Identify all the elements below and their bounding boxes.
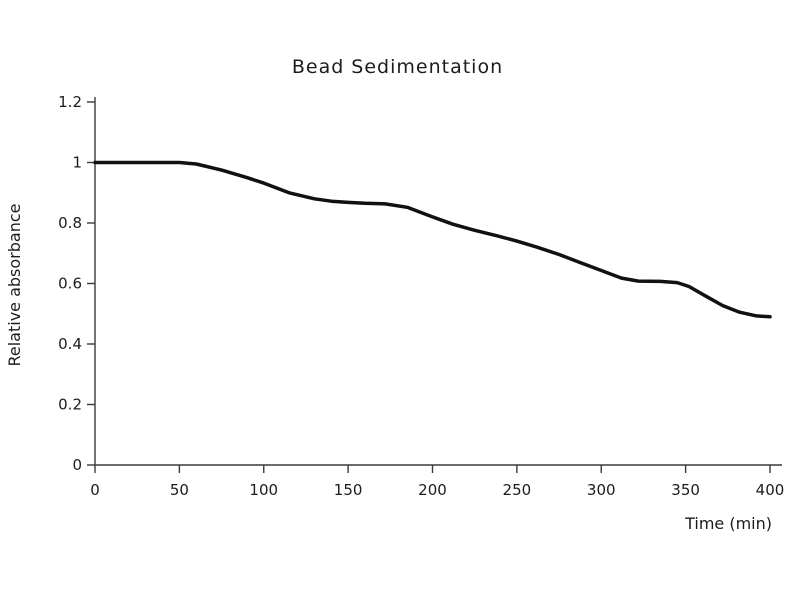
x-tick-label: 200	[418, 481, 447, 499]
x-tick-label: 0	[90, 481, 100, 499]
y-tick-label: 1.2	[58, 93, 82, 111]
chart-title: Bead Sedimentation	[291, 56, 504, 78]
y-tick-label: 1	[72, 154, 82, 172]
x-tick-label: 400	[756, 481, 785, 499]
y-tick-label: 0.2	[58, 396, 82, 414]
x-tick-label: 350	[671, 481, 700, 499]
x-tick-label: 100	[249, 481, 278, 499]
y-tick-label: 0.4	[58, 335, 82, 353]
x-tick-label: 300	[587, 481, 616, 499]
x-tick-label: 250	[503, 481, 532, 499]
y-tick-label: 0.8	[58, 214, 82, 232]
series-line-relative-absorbance	[93, 160, 772, 319]
x-axis-label: Time (min)	[685, 514, 772, 533]
x-tick-label: 150	[334, 481, 363, 499]
y-tick-label: 0	[72, 456, 82, 474]
y-tick-label: 0.6	[58, 275, 82, 293]
x-tick-label: 50	[170, 481, 189, 499]
